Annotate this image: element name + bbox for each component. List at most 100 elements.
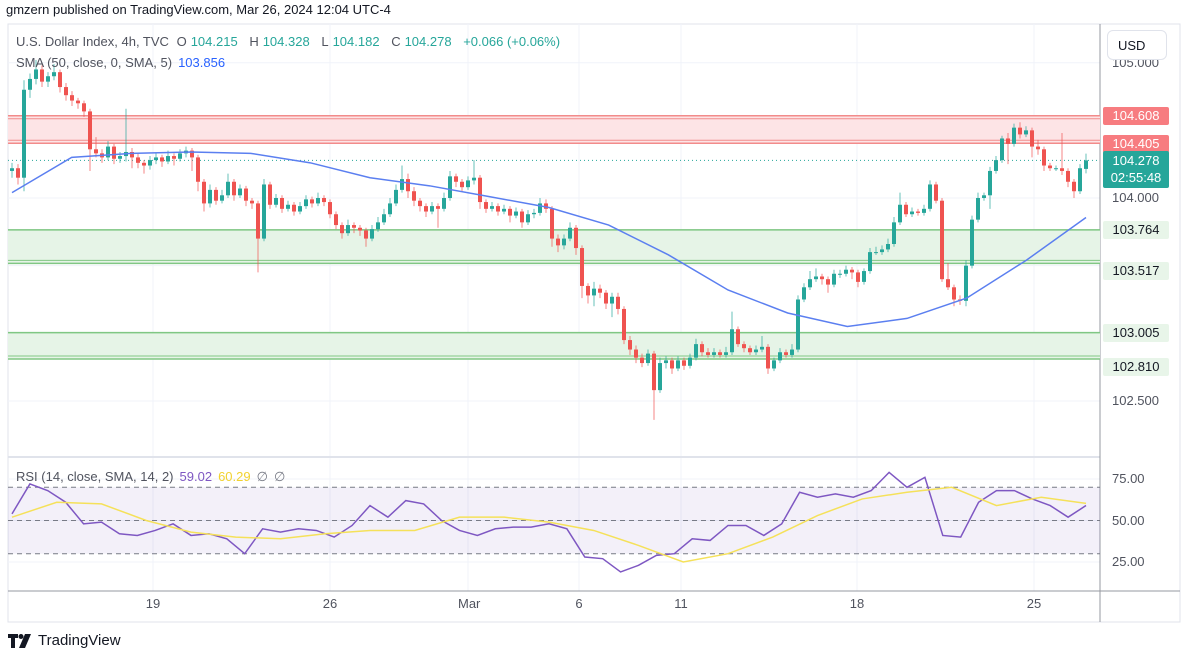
rsi-legend[interactable]: RSI (14, close, SMA, 14, 2) 59.02 60.29 ∅ ∅ <box>16 469 285 485</box>
candle <box>88 108 92 171</box>
candle-body <box>790 349 794 355</box>
candle-body <box>964 265 968 301</box>
tradingview-logo[interactable]: TradingView <box>8 632 121 649</box>
candle-body <box>280 198 284 209</box>
candle <box>256 200 260 273</box>
candle-body <box>718 352 722 355</box>
candle-body <box>274 198 278 205</box>
candle-body <box>328 202 332 215</box>
candle <box>772 357 776 372</box>
candle-body <box>748 348 752 353</box>
rsi-extra-2: ∅ <box>273 469 286 484</box>
candle <box>862 268 866 285</box>
candle <box>730 311 734 355</box>
candle-body <box>136 157 140 163</box>
candle-body <box>88 111 92 150</box>
candle <box>502 204 506 215</box>
candle-body <box>76 100 80 104</box>
current-price-label: 104.278 02:55:48 <box>1103 151 1169 189</box>
candle-body <box>742 344 746 349</box>
candle-body <box>652 353 656 391</box>
candle-body <box>664 360 668 364</box>
candle <box>844 265 848 277</box>
candle <box>700 341 704 357</box>
rsi-label: RSI (14, close, SMA, 14, 2) <box>16 469 174 484</box>
high-label: H <box>249 34 259 49</box>
candle-body <box>772 360 776 369</box>
candle <box>586 283 590 304</box>
candle-body <box>490 206 494 209</box>
candle <box>778 348 782 364</box>
x-tick-label: Mar <box>458 596 481 611</box>
candle <box>904 202 908 217</box>
candle-body <box>586 285 590 296</box>
candle <box>22 80 26 192</box>
candle-body <box>238 188 242 196</box>
candle-body <box>616 296 620 309</box>
high-value: 104.328 <box>262 34 310 49</box>
candle-body <box>196 157 200 182</box>
candle <box>946 262 950 291</box>
sma-legend[interactable]: SMA (50, close, 0, SMA, 5) 103.856 <box>16 55 225 70</box>
candle <box>274 193 278 208</box>
candle-body <box>268 184 272 205</box>
candle-body <box>286 204 290 209</box>
tradingview-logo-text: TradingView <box>38 632 121 649</box>
candle <box>1000 135 1004 163</box>
candle <box>196 154 200 192</box>
candle <box>1006 133 1010 165</box>
candle <box>280 195 284 213</box>
candle-body <box>844 269 848 274</box>
candle <box>976 192 980 223</box>
candle-body <box>412 191 416 201</box>
currency-button[interactable]: USD <box>1107 30 1167 60</box>
candle-body <box>766 346 770 369</box>
candle-body <box>898 204 902 223</box>
candle-body <box>1000 138 1004 161</box>
candle <box>628 336 632 355</box>
rsi-tick-label: 75.00 <box>1112 471 1145 486</box>
candle-body <box>814 276 818 280</box>
candle-body <box>1024 130 1028 135</box>
candle <box>472 160 476 185</box>
candle <box>970 215 974 269</box>
resistance-lower-price-label: 104.405 <box>1103 135 1169 154</box>
candle <box>376 216 380 232</box>
candle-body <box>952 287 956 300</box>
close-value: 104.278 <box>404 34 452 49</box>
candle <box>490 202 494 212</box>
candle <box>784 349 788 358</box>
rsi-tick-label: 50.00 <box>1112 512 1145 528</box>
candle <box>940 198 944 282</box>
candle-body <box>208 189 212 204</box>
candle-body <box>400 179 404 190</box>
candle-body <box>214 189 218 201</box>
candle <box>388 198 392 217</box>
price-tick-label: 104.000 <box>1112 190 1159 205</box>
candle-body <box>1036 146 1040 150</box>
candle-body <box>292 204 296 212</box>
candle-body <box>682 360 686 366</box>
symbol-name[interactable]: U.S. Dollar Index, 4h, TVC <box>16 34 169 49</box>
candle-body <box>46 76 50 82</box>
candle <box>1054 165 1058 171</box>
bar-countdown: 02:55:48 <box>1110 170 1162 186</box>
candle-body <box>298 206 302 212</box>
candle-body <box>928 184 932 209</box>
candle <box>484 199 488 213</box>
x-tick-label: 26 <box>322 596 338 611</box>
candle-body <box>466 180 470 188</box>
candle-body <box>226 181 230 196</box>
candle <box>1066 168 1070 188</box>
candle <box>550 206 554 247</box>
candle <box>682 357 686 370</box>
published-caption: gmzern published on TradingView.com, Mar… <box>6 2 391 17</box>
candle <box>46 72 50 88</box>
candle-body <box>382 214 386 223</box>
candle-body <box>472 177 476 181</box>
candle <box>16 164 20 185</box>
candle-body <box>1006 138 1010 144</box>
candle-body <box>1066 170 1070 182</box>
candle-body <box>904 204 908 215</box>
